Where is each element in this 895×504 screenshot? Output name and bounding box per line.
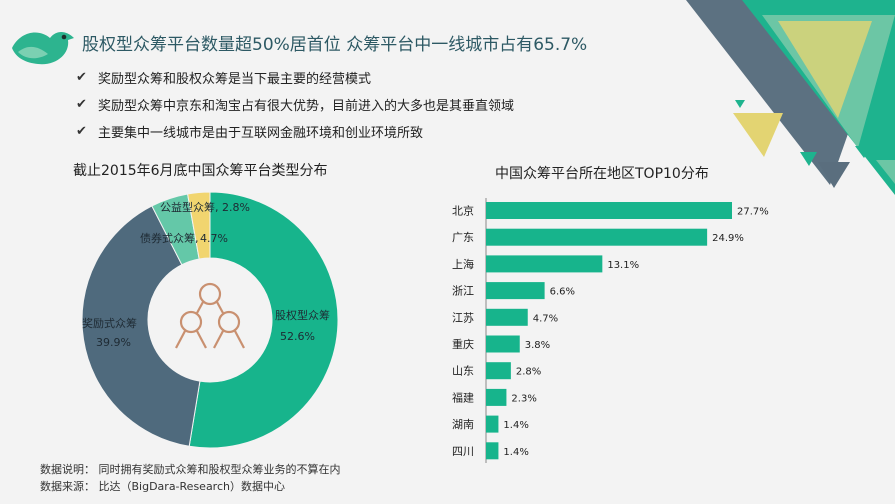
page-title: 股权型众筹平台数量超50%居首位 众筹平台中一线城市占有65.7% [82,35,588,55]
bar-value-label: 1.4% [503,420,528,431]
bar-value-label: 24.9% [712,233,744,244]
check-icon: ✔ [76,97,87,112]
pie-chart-title: 截止2015年6月底中国众筹平台类型分布 [73,163,328,179]
pie-slice-value: 2.8% [222,201,250,214]
bar-value-label: 6.6% [550,287,575,298]
donut-hole [149,259,271,381]
network-nodes-icon [175,282,245,349]
bar-category-label: 上海 [452,257,474,271]
bar [486,202,732,219]
pie-slice-label: 债券式众筹, [140,231,199,245]
key-points: ✔ 奖励型众筹和股权众筹是当下最主要的经营模式 ✔ 奖励型众筹中京东和淘宝占有很… [76,64,514,145]
bullet-text: 主要集中一线城市是由于互联网金融环境和创业环境所致 [98,126,424,141]
bullet-item: ✔ 奖励型众筹中京东和淘宝占有很大优势，目前进入的大多也是其垂直领域 [76,91,514,118]
bar [486,388,507,406]
bar-value-label: 27.7% [737,207,769,218]
bar-chart-title: 中国众筹平台所在地区TOP10分布 [495,166,709,182]
bird-icon [12,32,74,65]
bar-category-label: 山东 [452,365,474,378]
bar-value-label: 3.8% [525,340,550,351]
bar-category-label: 广东 [452,231,474,244]
bar-category-label: 重庆 [452,337,474,351]
pie-slice-label: 公益型众筹, [160,200,219,214]
pie-slice-value: 39.9% [96,336,131,349]
bullet-text: 奖励型众筹中京东和淘宝占有很大优势，目前进入的大多也是其垂直领域 [98,99,515,114]
data-source: 数据来源： 比达（BigDara-Research）数据中心 [40,480,285,493]
pie-slice-value: 4.7% [200,232,228,245]
bar [486,228,708,246]
pie-slice-value: 52.6% [280,330,315,343]
bar-category-label: 北京 [452,204,474,218]
bar [486,362,511,380]
bar [486,255,603,273]
pie-slice-label: 奖励式众筹 [82,316,137,330]
bar-category-label: 福建 [452,390,474,404]
bar-value-label: 2.8% [516,367,541,378]
pie-slice [188,191,339,449]
bullet-item: ✔ 奖励型众筹和股权众筹是当下最主要的经营模式 [76,64,514,91]
check-icon: ✔ [76,70,87,85]
check-icon: ✔ [76,124,87,139]
pie-slice [81,205,201,447]
footnotes: 数据说明： 同时拥有奖励式众筹和股权型众筹业务的不算在内 数据来源： 比达（Bi… [40,461,341,495]
bullet-text: 奖励型众筹和股权众筹是当下最主要的经营模式 [98,72,372,87]
bar [486,308,528,326]
bar-category-label: 湖南 [452,418,474,431]
bar-value-label: 4.7% [533,313,558,324]
bar-category-label: 四川 [452,445,474,458]
pie-slice-label: 股权型众筹 [275,308,330,322]
bar-value-label: 13.1% [607,260,639,271]
data-note: 数据说明： 同时拥有奖励式众筹和股权型众筹业务的不算在内 [40,463,341,476]
bar-value-label: 2.3% [511,393,536,404]
bullet-item: ✔ 主要集中一线城市是由于互联网金融环境和创业环境所致 [76,118,514,145]
pie-slice [187,191,211,260]
bar [486,335,520,353]
bar [486,415,499,433]
bar-category-label: 浙江 [452,285,474,298]
bar [486,442,499,460]
bar-value-label: 1.4% [503,447,528,458]
bar-category-label: 江苏 [452,311,474,324]
bar [486,282,545,300]
